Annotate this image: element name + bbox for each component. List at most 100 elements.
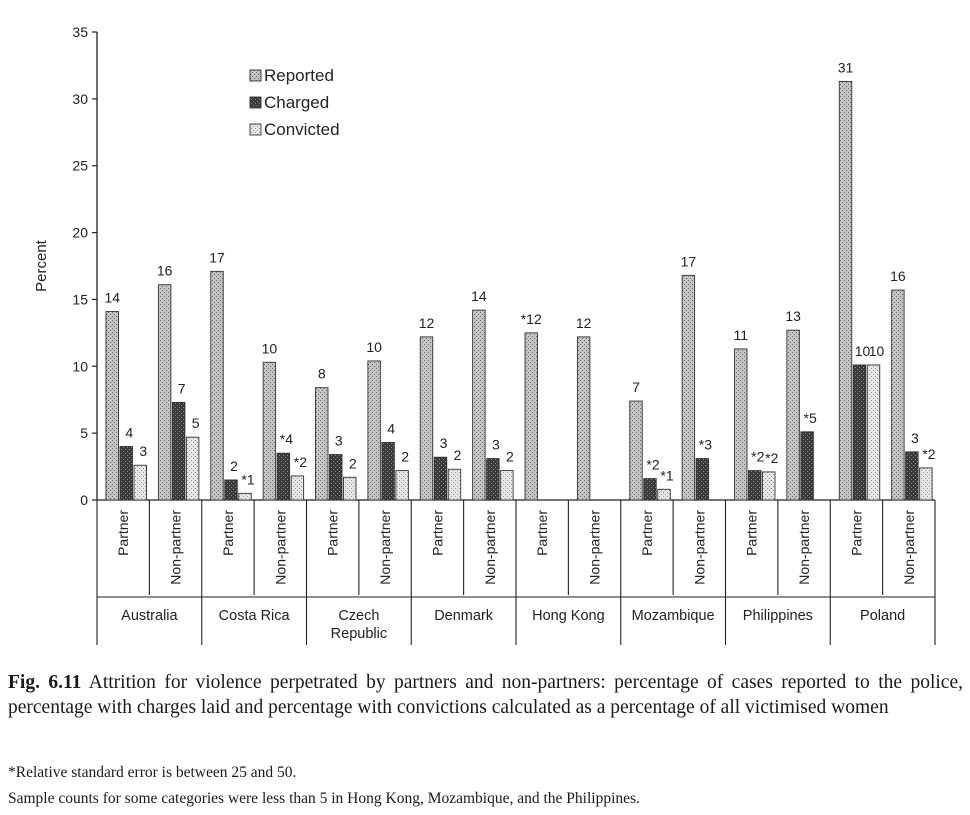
bar-reported <box>629 400 643 501</box>
country-label: Hong Kong <box>532 608 605 624</box>
y-tick-label: 0 <box>80 492 88 508</box>
group-label: Non-partner <box>272 510 288 585</box>
data-label: 2 <box>506 449 514 465</box>
data-label: 5 <box>192 415 200 431</box>
bar-reported <box>891 289 905 501</box>
data-label: 11 <box>733 327 748 343</box>
data-label: *2 <box>646 457 659 473</box>
data-label: 16 <box>157 263 173 279</box>
bar-reported <box>157 284 172 501</box>
data-label: 10 <box>262 340 278 356</box>
figure-caption-text: Attrition for violence perpetrated by pa… <box>8 672 963 718</box>
data-label: 13 <box>785 308 801 324</box>
y-tick-label: 35 <box>72 24 88 40</box>
country-label: Mozambique <box>632 608 715 624</box>
bar-reported <box>210 270 224 501</box>
bar-convicted <box>395 470 409 501</box>
y-axis-label: Percent <box>33 239 50 292</box>
standard-error-note: *Relative standard error is between 25 a… <box>8 764 297 781</box>
figure-number: Fig. 6.11 <box>8 672 82 693</box>
data-label: 7 <box>632 379 640 395</box>
group-label: Non-partner <box>691 510 707 585</box>
bar-reported <box>681 274 696 501</box>
data-label: 8 <box>318 366 326 382</box>
y-tick-label: 25 <box>72 158 88 174</box>
bar-charged <box>852 364 867 501</box>
data-label: 3 <box>440 435 448 451</box>
data-label: 17 <box>681 253 697 269</box>
bar-convicted <box>447 468 462 501</box>
group-label: Partner <box>115 510 131 556</box>
data-label: 10 <box>855 343 871 359</box>
bar-reported <box>315 387 329 501</box>
bar-charged <box>695 458 710 501</box>
figure-caption: Fig. 6.11 Attrition for violence perpetr… <box>8 670 963 720</box>
group-label: Non-partner <box>796 510 812 585</box>
data-label: 4 <box>387 421 395 437</box>
country-label: Costa Rica <box>219 608 291 624</box>
data-label: *2 <box>922 446 935 462</box>
y-tick-label: 5 <box>80 425 88 441</box>
bar-convicted <box>500 470 514 501</box>
bar-convicted <box>238 492 252 501</box>
group-label: Partner <box>744 510 760 556</box>
y-tick-label: 30 <box>72 91 88 107</box>
y-tick-label: 20 <box>72 225 88 241</box>
data-label: 31 <box>838 59 854 75</box>
bar-charged <box>905 451 919 501</box>
country-label: Poland <box>860 608 905 624</box>
data-label: 7 <box>178 380 186 396</box>
group-label: Partner <box>639 510 655 556</box>
bar-charged <box>381 442 395 501</box>
bar-reported <box>262 361 277 501</box>
bar-convicted <box>657 488 671 501</box>
group-label: Non-partner <box>901 510 917 585</box>
bar-reported <box>105 311 119 501</box>
bar-reported <box>367 360 381 501</box>
bar-charged <box>329 454 343 501</box>
bar-reported <box>734 348 748 501</box>
sample-count-note: Sample counts for some categories were l… <box>8 790 640 807</box>
bar-charged <box>433 456 448 501</box>
data-label: 16 <box>890 268 906 284</box>
bar-convicted <box>185 436 200 501</box>
bar-charged <box>643 478 657 501</box>
legend-label: Convicted <box>264 120 340 139</box>
bar-reported <box>576 336 591 501</box>
bar-convicted <box>762 471 776 501</box>
bar-reported <box>419 336 434 501</box>
group-label: Partner <box>848 510 864 556</box>
bar-reported <box>786 329 800 501</box>
data-label: *2 <box>294 454 307 470</box>
bar-charged <box>800 431 814 501</box>
data-label: *1 <box>241 471 254 487</box>
legend-swatch-reported <box>249 69 262 82</box>
data-label: *2 <box>765 450 778 466</box>
bar-convicted <box>133 464 147 501</box>
data-label: *2 <box>751 449 764 465</box>
legend-swatch-convicted <box>249 123 262 136</box>
data-label: 3 <box>492 437 500 453</box>
data-label: 14 <box>104 289 120 305</box>
legend-label: Charged <box>264 93 329 112</box>
country-label: Australia <box>121 608 178 624</box>
data-label: 10 <box>366 339 382 355</box>
data-label: 10 <box>869 343 885 359</box>
bar-charged <box>276 452 291 501</box>
group-label: Non-partner <box>587 510 603 585</box>
data-label: 3 <box>911 430 919 446</box>
group-label: Partner <box>429 510 445 556</box>
y-tick-label: 15 <box>72 291 88 307</box>
bar-reported <box>472 309 486 501</box>
bar-charged <box>171 401 186 501</box>
legend-swatch-charged <box>249 96 262 109</box>
data-label: *3 <box>699 437 712 453</box>
country-label: Philippines <box>743 608 813 624</box>
group-label: Non-partner <box>482 510 498 585</box>
group-label: Non-partner <box>168 510 184 585</box>
legend-label: Reported <box>264 66 334 85</box>
bar-charged <box>486 458 500 501</box>
group-label: Partner <box>220 510 236 556</box>
data-label: 2 <box>454 447 462 463</box>
data-label: *4 <box>280 431 293 447</box>
